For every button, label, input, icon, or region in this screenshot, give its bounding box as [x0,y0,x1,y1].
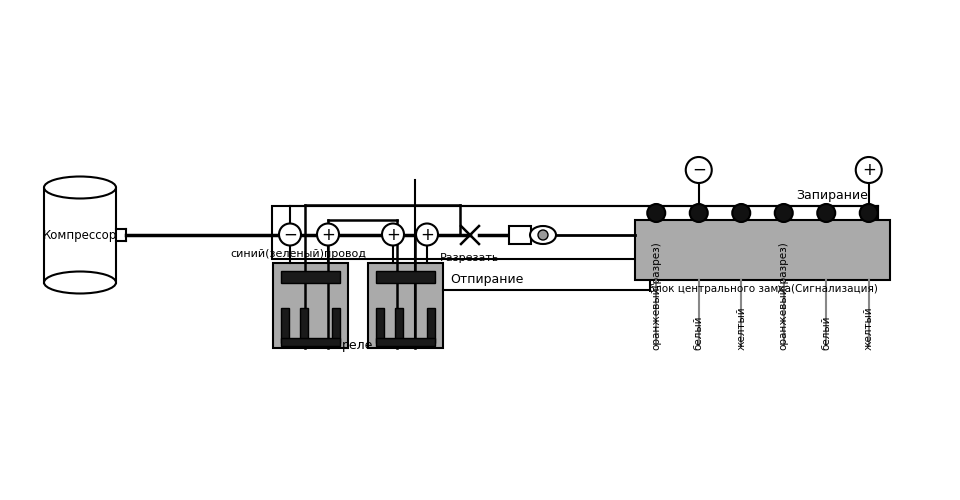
Text: Компрессор: Компрессор [43,228,117,241]
Text: синий(зеленый)провод: синий(зеленый)провод [230,249,366,259]
Text: −: − [692,161,706,179]
Text: +: + [420,226,434,244]
Circle shape [732,204,751,222]
Circle shape [317,224,339,246]
Ellipse shape [44,272,116,293]
Bar [280,270,340,282]
Circle shape [538,230,548,240]
Text: белый: белый [821,316,831,350]
Circle shape [775,204,793,222]
Bar [375,338,435,345]
Bar [44,188,116,282]
Bar [375,270,435,282]
Bar [375,308,383,342]
Bar [395,308,403,342]
Text: Отпирание: Отпирание [450,273,524,286]
Bar [300,308,308,342]
Circle shape [685,157,711,183]
Text: −: − [283,226,297,244]
Bar [426,308,435,342]
Text: белый: белый [694,316,704,350]
Circle shape [416,224,438,246]
Ellipse shape [44,176,116,199]
Bar [635,220,890,280]
Bar [272,206,878,258]
Circle shape [855,157,881,183]
Text: Блок центрального замка(Сигнализация): Блок центрального замка(Сигнализация) [648,284,877,294]
Text: Запирание: Запирание [796,190,868,202]
Bar [280,338,340,345]
Circle shape [647,204,665,222]
Text: оранжевый(разрез): оранжевый(разрез) [651,242,661,350]
Text: реле: реле [342,340,373,352]
Text: желтый: желтый [736,306,746,350]
Text: желтый: желтый [864,306,874,350]
Circle shape [817,204,835,222]
Circle shape [860,204,877,222]
Circle shape [279,224,301,246]
Text: оранжевый(разрез): оранжевый(разрез) [779,242,789,350]
Bar [273,262,348,348]
Text: +: + [386,226,400,244]
Text: +: + [862,161,876,179]
Circle shape [382,224,404,246]
Bar [368,262,443,348]
Bar [280,308,289,342]
Ellipse shape [530,226,556,244]
Text: Разрезать: Разрезать [441,253,500,263]
Bar [331,308,340,342]
Circle shape [689,204,708,222]
Bar [509,226,531,244]
Text: +: + [321,226,335,244]
